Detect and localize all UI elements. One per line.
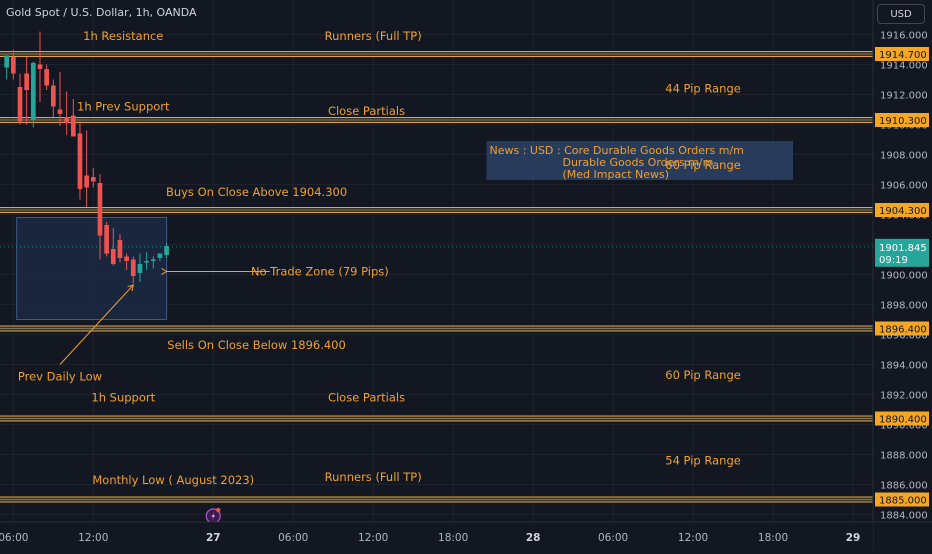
level-price-tag: [875, 411, 929, 426]
annotation-label: Buys On Close Above 1904.300: [166, 185, 347, 199]
candle-body[interactable]: [17, 87, 23, 122]
y-tick-label: 1900.000: [880, 271, 928, 282]
candle-body[interactable]: [124, 256, 129, 262]
candle-body[interactable]: [130, 259, 136, 277]
prev-daily-low-arrowhead: [127, 284, 134, 291]
x-tick-label: 12:00: [358, 532, 388, 544]
annotation-label: Prev Daily Low: [18, 370, 102, 384]
candle-body[interactable]: [84, 175, 89, 188]
current-price-label: 1901.845: [879, 243, 927, 254]
annotation-label: 1h Support: [91, 391, 155, 405]
annotation-label: No Trade Zone (79 Pips): [251, 265, 389, 279]
candle-body[interactable]: [110, 249, 116, 264]
no-trade-zone[interactable]: [16, 217, 168, 320]
event-dot: [216, 507, 221, 513]
y-tick-label: 1896.000: [880, 331, 928, 342]
candle-body[interactable]: [24, 73, 29, 91]
level-price-tag: [875, 321, 929, 336]
x-tick-label: 28: [526, 532, 541, 544]
candle-body[interactable]: [50, 85, 56, 107]
level-price-label: 1896.400: [879, 325, 927, 336]
level-price-tag: [875, 113, 929, 127]
current-price-tag: [875, 238, 929, 267]
annotation-label: Runners (Full TP): [325, 470, 422, 484]
candle-body[interactable]: [44, 69, 49, 86]
x-tick-label: 06:00: [598, 532, 628, 544]
candle-body[interactable]: [164, 246, 169, 255]
no-trade-arrowhead: [161, 267, 168, 276]
candle-body[interactable]: [144, 261, 149, 263]
candle-body[interactable]: [90, 177, 96, 182]
news-box[interactable]: [486, 141, 794, 180]
y-tick-label: 1908.000: [880, 151, 928, 162]
level-price-label: 1890.400: [879, 415, 927, 426]
annotation-label: 1h Prev Support: [77, 100, 170, 114]
lightning-glyph: [211, 512, 216, 520]
prev-daily-low-arrow: [59, 284, 134, 365]
annotation-label: Close Partials: [328, 104, 405, 118]
y-tick-label: 1890.000: [880, 421, 928, 432]
candle-body[interactable]: [4, 55, 9, 68]
bar-countdown-label: 09:19: [879, 255, 908, 266]
annotation-label: Close Partials: [328, 391, 405, 405]
y-tick-label: 1914.000: [880, 61, 928, 72]
time-axis-panel: [0, 522, 873, 550]
candle-body[interactable]: [57, 109, 63, 115]
news-line: (Med Impact News): [562, 168, 669, 181]
level-price-tag: [875, 47, 929, 61]
annotation-label: 44 Pip Range: [665, 82, 741, 96]
level-price-label: 1885.000: [879, 496, 927, 507]
x-tick-label: 27: [206, 532, 221, 544]
candle-body[interactable]: [104, 225, 109, 254]
y-tick-label: 1888.000: [880, 451, 928, 462]
annotation-label: 1h Resistance: [83, 29, 163, 43]
candle-body[interactable]: [117, 240, 123, 258]
x-tick-label: 06:00: [278, 532, 308, 544]
x-tick-label: 06:00: [0, 532, 28, 544]
news-line: News : USD : Core Durable Goods Orders m…: [489, 144, 743, 157]
y-tick-label: 1886.000: [880, 481, 928, 492]
y-tick-label: 1906.000: [880, 181, 928, 192]
candle-body[interactable]: [30, 63, 36, 120]
y-tick-label: 1894.000: [880, 361, 928, 372]
annotation-label: 60 Pip Range: [665, 158, 741, 172]
y-tick-label: 1898.000: [880, 301, 928, 312]
news-line: Durable Goods Orders m/m: [562, 156, 713, 169]
level-price-label: 1910.300: [879, 116, 927, 127]
candle-body[interactable]: [37, 64, 43, 70]
x-tick-label: 12:00: [678, 532, 708, 544]
price-axis-panel: [873, 0, 932, 550]
x-tick-label: 12:00: [78, 532, 108, 544]
level-price-tag: [875, 492, 929, 507]
annotation-label: 60 Pip Range: [665, 368, 741, 382]
candle-body[interactable]: [70, 115, 76, 137]
y-tick-label: 1912.000: [880, 91, 928, 102]
x-tick-label: 18:00: [758, 532, 788, 544]
candle-body[interactable]: [157, 253, 163, 259]
chart-title: Gold Spot / U.S. Dollar, 1h, OANDA: [6, 6, 197, 19]
annotation-label: Runners (Full TP): [325, 29, 422, 43]
x-tick-label: 29: [846, 532, 861, 544]
annotation-label: Sells On Close Below 1896.400: [167, 338, 346, 352]
level-price-tag: [875, 203, 929, 217]
y-tick-label: 1884.000: [880, 511, 928, 522]
currency-button[interactable]: USD: [877, 4, 925, 24]
x-tick-label: 18:00: [438, 532, 468, 544]
candle-body[interactable]: [137, 264, 143, 273]
y-tick-label: 1892.000: [880, 391, 928, 402]
level-price-label: 1914.700: [879, 50, 927, 61]
candle-body[interactable]: [64, 117, 69, 123]
candle-body[interactable]: [97, 183, 103, 236]
candle-body[interactable]: [77, 133, 83, 190]
level-price-label: 1904.300: [879, 206, 927, 217]
candle-body[interactable]: [150, 259, 156, 262]
candle-body[interactable]: [10, 57, 16, 74]
annotation-label: 54 Pip Range: [665, 454, 741, 468]
annotation-label: Monthly Low ( August 2023): [92, 473, 254, 487]
y-tick-label: 1916.000: [880, 31, 928, 42]
